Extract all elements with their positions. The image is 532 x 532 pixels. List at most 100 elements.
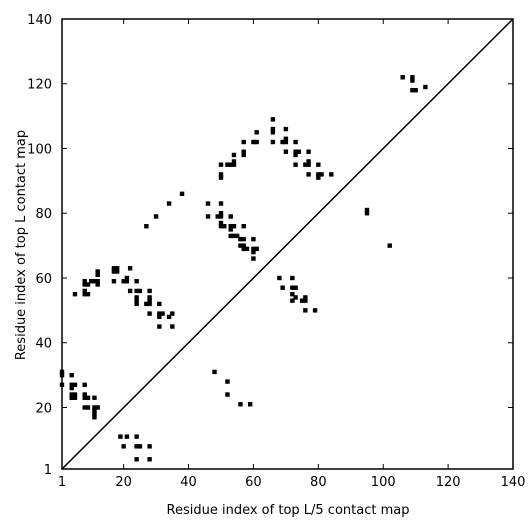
data-point bbox=[92, 411, 97, 417]
data-point bbox=[72, 291, 78, 297]
data-point bbox=[134, 457, 139, 462]
x-tick-label: 60 bbox=[245, 475, 262, 490]
data-point bbox=[111, 266, 117, 271]
data-point bbox=[218, 220, 224, 226]
data-point bbox=[72, 392, 78, 397]
data-point bbox=[306, 172, 311, 177]
data-point bbox=[254, 139, 259, 145]
data-point bbox=[293, 139, 298, 145]
x-tick-label: 40 bbox=[180, 475, 197, 490]
data-point bbox=[85, 282, 91, 287]
data-point bbox=[205, 201, 211, 206]
data-point bbox=[111, 269, 117, 274]
data-point bbox=[241, 139, 246, 145]
data-point bbox=[69, 392, 74, 397]
data-point bbox=[134, 295, 139, 300]
data-point bbox=[147, 444, 152, 449]
y-tick-label: 140 bbox=[27, 13, 52, 28]
data-point bbox=[153, 214, 159, 219]
data-point bbox=[134, 434, 139, 439]
data-point bbox=[306, 159, 311, 164]
data-point bbox=[137, 444, 143, 449]
data-point bbox=[69, 382, 74, 388]
data-point bbox=[85, 291, 91, 297]
data-point bbox=[244, 246, 250, 252]
data-point bbox=[283, 149, 289, 154]
data-point bbox=[247, 402, 253, 407]
data-point bbox=[316, 172, 321, 177]
x-tick-label: 80 bbox=[310, 475, 327, 490]
data-point bbox=[92, 279, 97, 284]
data-point bbox=[293, 285, 298, 290]
data-point bbox=[364, 207, 370, 213]
data-point bbox=[238, 243, 243, 248]
data-point bbox=[114, 269, 120, 274]
data-point bbox=[231, 162, 237, 167]
data-point bbox=[95, 279, 100, 284]
data-point bbox=[270, 130, 276, 135]
data-point bbox=[241, 236, 246, 242]
data-point bbox=[218, 175, 224, 180]
data-point bbox=[147, 295, 152, 300]
data-point bbox=[231, 152, 237, 158]
data-point bbox=[124, 279, 130, 284]
data-point bbox=[69, 385, 74, 391]
data-point bbox=[92, 408, 97, 413]
data-point bbox=[423, 84, 428, 90]
data-point bbox=[277, 275, 282, 281]
data-point bbox=[293, 295, 298, 300]
data-point bbox=[400, 75, 405, 80]
data-point bbox=[92, 415, 97, 420]
data-point bbox=[82, 288, 87, 294]
data-point bbox=[290, 291, 295, 297]
data-point bbox=[92, 405, 97, 410]
data-point bbox=[82, 382, 87, 388]
data-point bbox=[238, 236, 243, 242]
data-point bbox=[228, 227, 233, 232]
data-point bbox=[270, 117, 276, 122]
x-tick-label: 20 bbox=[115, 475, 132, 490]
data-point bbox=[144, 301, 149, 307]
data-point bbox=[283, 126, 289, 132]
data-point bbox=[179, 191, 185, 197]
data-point bbox=[157, 324, 162, 329]
data-point bbox=[364, 211, 370, 216]
data-point bbox=[241, 149, 246, 154]
data-point bbox=[124, 434, 130, 439]
data-point bbox=[85, 405, 91, 410]
data-point bbox=[137, 288, 143, 294]
data-point bbox=[95, 272, 100, 277]
data-point bbox=[147, 301, 152, 307]
data-point bbox=[303, 298, 308, 303]
plot-frame bbox=[61, 18, 514, 470]
plot-area bbox=[59, 18, 514, 470]
data-point bbox=[254, 246, 259, 252]
data-point bbox=[312, 308, 318, 313]
data-point bbox=[69, 372, 74, 378]
data-point bbox=[228, 233, 233, 239]
data-point bbox=[410, 78, 415, 83]
data-point bbox=[283, 136, 289, 141]
data-point bbox=[316, 175, 321, 180]
data-point bbox=[280, 285, 285, 290]
y-tick-label: 60 bbox=[35, 272, 52, 287]
data-point bbox=[118, 434, 123, 439]
data-point bbox=[134, 298, 139, 303]
data-point bbox=[290, 285, 295, 290]
data-point bbox=[251, 236, 256, 242]
data-point bbox=[95, 282, 100, 287]
y-tick-label: 100 bbox=[27, 142, 52, 157]
data-point bbox=[410, 75, 415, 80]
data-point bbox=[134, 444, 139, 449]
data-point bbox=[254, 130, 259, 135]
data-point bbox=[127, 288, 133, 294]
data-point bbox=[306, 162, 311, 167]
data-point bbox=[231, 233, 237, 239]
data-point bbox=[280, 139, 285, 145]
data-point bbox=[72, 382, 78, 388]
data-point bbox=[316, 162, 321, 167]
data-point bbox=[82, 392, 87, 397]
data-point bbox=[241, 152, 246, 158]
